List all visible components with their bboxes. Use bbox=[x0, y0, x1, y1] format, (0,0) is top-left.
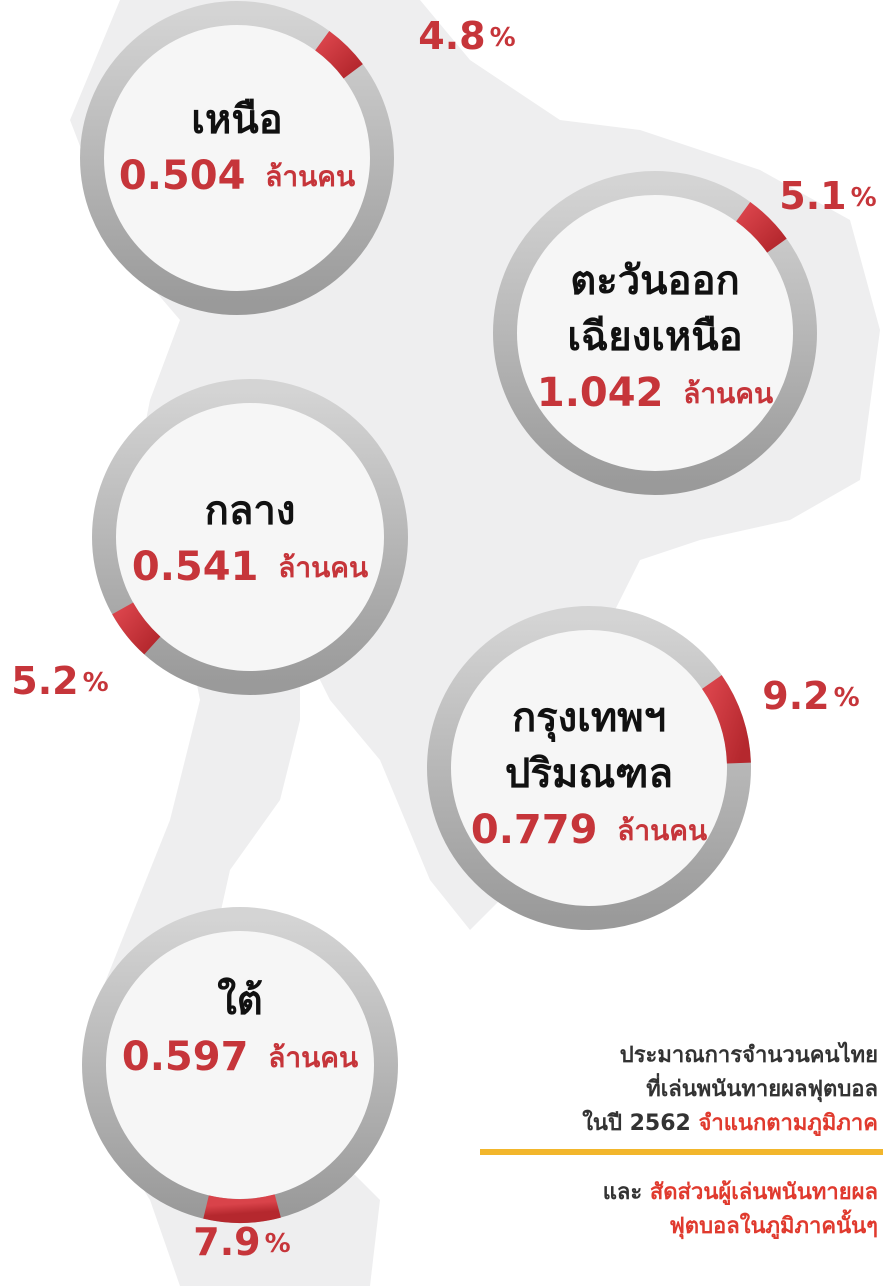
caption-line: ที่เล่นพนันทายผลฟุตบอล bbox=[646, 1072, 878, 1103]
caption-line: ฟุตบอลในภูมิภาคนั้นๆ bbox=[669, 1209, 878, 1240]
share-arc bbox=[314, 30, 363, 79]
people-unit: ล้านคน bbox=[683, 377, 773, 410]
caption-segment: จำแนกตามภูมิภาค bbox=[698, 1111, 878, 1137]
region-name: ปริมณฑล bbox=[505, 751, 673, 797]
share-sign: % bbox=[83, 668, 109, 698]
region-name: กรุงเทพฯ bbox=[512, 695, 666, 743]
region-name: กลาง bbox=[205, 488, 296, 534]
region-name: เหนือ bbox=[191, 97, 282, 143]
share-label: 7.9% bbox=[193, 1220, 290, 1264]
share-sign: % bbox=[265, 1229, 291, 1259]
region-name: เฉียงเหนือ bbox=[567, 314, 742, 360]
share-arc bbox=[203, 1194, 281, 1223]
region: ใต้ 0.597 ล้านคน 7.9% bbox=[82, 907, 398, 1264]
people-value: 0.597 ล้านคน bbox=[122, 1034, 358, 1080]
people-number: 0.504 bbox=[119, 153, 246, 199]
region: เหนือ 0.504 ล้านคน 4.8% bbox=[80, 1, 516, 315]
ring bbox=[92, 379, 408, 695]
share-sign: % bbox=[851, 183, 877, 213]
share-number: 9.2 bbox=[762, 674, 829, 718]
caption-segment: ในปี 2562 bbox=[582, 1109, 698, 1136]
share-label: 9.2% bbox=[762, 674, 859, 718]
ring bbox=[427, 606, 751, 930]
people-value: 0.779 ล้านคน bbox=[471, 807, 707, 853]
share-arc bbox=[735, 201, 787, 253]
share-number: 5.2 bbox=[11, 659, 78, 703]
people-number: 0.541 bbox=[132, 544, 259, 590]
caption-line: ประมาณการจำนวนคนไทย bbox=[620, 1041, 878, 1068]
people-unit: ล้านคน bbox=[617, 814, 707, 847]
caption-segment: ฟุตบอลในภูมิภาคนั้นๆ bbox=[669, 1209, 878, 1240]
caption-segment: ที่เล่นพนันทายผลฟุตบอล bbox=[646, 1072, 878, 1103]
share-arc bbox=[112, 602, 161, 655]
spacer bbox=[258, 1041, 268, 1074]
share-number: 5.1 bbox=[779, 174, 846, 218]
share-label: 4.8% bbox=[418, 14, 515, 58]
share-arc bbox=[701, 675, 751, 764]
caption-segment: สัดส่วนผู้เล่นพนันทายผล bbox=[650, 1180, 878, 1206]
people-value: 0.541 ล้านคน bbox=[132, 544, 368, 590]
spacer bbox=[255, 160, 265, 193]
people-value: 0.504 ล้านคน bbox=[119, 153, 355, 199]
caption-segment: และ bbox=[603, 1180, 650, 1205]
share-number: 4.8 bbox=[418, 14, 485, 58]
ring bbox=[493, 171, 817, 495]
people-unit: ล้านคน bbox=[268, 1041, 358, 1074]
people-number: 0.597 bbox=[122, 1034, 249, 1080]
people-unit: ล้านคน bbox=[265, 160, 355, 193]
people-number: 1.042 bbox=[537, 370, 664, 416]
share-number: 7.9 bbox=[193, 1220, 260, 1264]
people-value: 1.042 ล้านคน bbox=[537, 370, 773, 416]
share-label: 5.1% bbox=[779, 174, 876, 218]
people-unit: ล้านคน bbox=[278, 551, 368, 584]
people-number: 0.779 bbox=[471, 807, 598, 853]
share-sign: % bbox=[834, 683, 860, 713]
share-label: 5.2% bbox=[11, 659, 108, 703]
spacer bbox=[673, 377, 683, 410]
ring bbox=[80, 1, 394, 315]
region-name: ใต้ bbox=[217, 977, 263, 1024]
spacer bbox=[607, 814, 617, 847]
region-name: ตะวันออก bbox=[570, 258, 740, 304]
spacer bbox=[268, 551, 278, 584]
caption-line: และ สัดส่วนผู้เล่นพนันทายผล bbox=[603, 1180, 878, 1206]
region: กลาง 0.541 ล้านคน 5.2% bbox=[11, 379, 408, 703]
share-sign: % bbox=[490, 23, 516, 53]
caption-line: ในปี 2562 จำแนกตามภูมิภาค bbox=[582, 1109, 878, 1137]
caption-segment: ประมาณการจำนวนคนไทย bbox=[620, 1041, 878, 1068]
